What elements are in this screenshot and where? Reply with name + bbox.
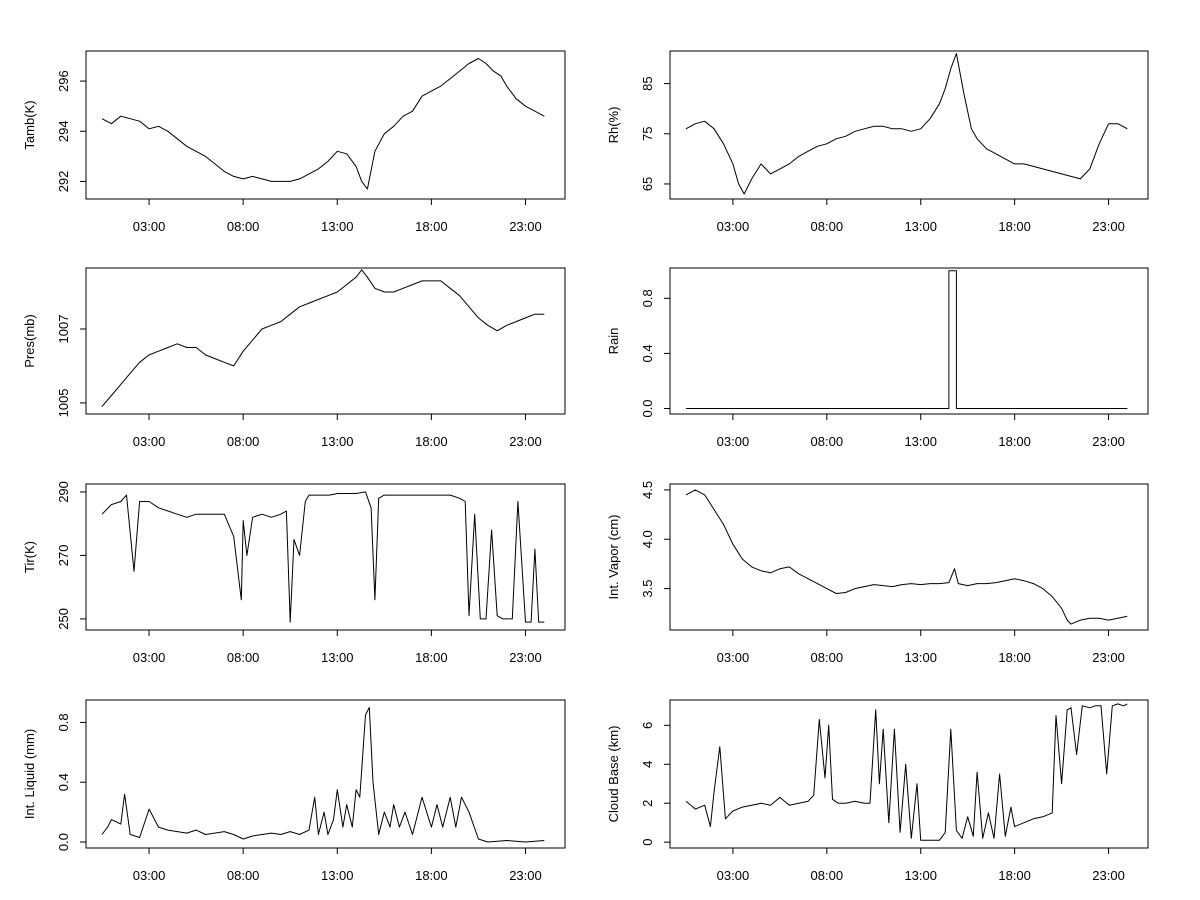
x-tick-label: 03:00 (717, 650, 750, 665)
y-tick-label: 4 (640, 761, 655, 768)
panel-2: 03:00 08:00 13:00 18:00 23:00 65 75 85 Rh(%) (606, 50, 1149, 234)
x-tick-label: 08:00 (227, 219, 260, 234)
x-tick-label: 13:00 (904, 868, 937, 883)
y-tick-label: 0.0 (56, 833, 71, 851)
series-line (685, 703, 1128, 841)
x-tick-label: 23:00 (509, 868, 542, 883)
panel-3: 03:00 08:00 13:00 18:00 23:00 1005 1007 Pres(mb… (22, 267, 566, 449)
x-tick-label: 23:00 (509, 434, 542, 449)
y-axis-label: Pres(mb) (22, 314, 37, 367)
y-tick-label: 0.4 (56, 773, 71, 791)
y-axis-label: Int. Liquid (mm) (22, 729, 37, 819)
x-tick-label: 03:00 (717, 434, 750, 449)
y-axis-label: Tir(K) (22, 541, 37, 573)
y-tick-label: 1005 (56, 388, 71, 417)
x-tick-label: 18:00 (998, 219, 1031, 234)
y-axis-label: Rain (606, 328, 621, 355)
y-tick-label: 250 (56, 608, 71, 630)
plot-frame (669, 699, 1149, 849)
x-tick-label: 23:00 (1092, 219, 1125, 234)
x-tick-label: 03:00 (133, 219, 166, 234)
x-tick-label: 03:00 (717, 868, 750, 883)
x-tick-label: 13:00 (321, 434, 354, 449)
y-tick-label: 75 (640, 127, 655, 141)
y-tick-label: 0.8 (640, 289, 655, 307)
plot-frame (85, 50, 566, 200)
x-tick-label: 13:00 (904, 219, 937, 234)
x-tick-label: 13:00 (904, 434, 937, 449)
x-tick-label: 08:00 (811, 868, 844, 883)
y-tick-label: 270 (56, 545, 71, 567)
panel-7: 03:00 08:00 13:00 18:00 23:00 0.0 0.4 0.8 Int. L… (22, 699, 566, 883)
x-tick-label: 08:00 (811, 434, 844, 449)
x-tick-label: 13:00 (904, 650, 937, 665)
y-tick-label: 290 (56, 481, 71, 503)
series-line (101, 58, 545, 190)
series-line (685, 53, 1128, 195)
y-tick-label: 85 (640, 76, 655, 90)
y-tick-label: 65 (640, 177, 655, 191)
x-tick-label: 23:00 (1092, 434, 1125, 449)
panel-6: 03:00 08:00 13:00 18:00 23:00 3.5 4.0 4.5 Int. V… (606, 481, 1149, 665)
x-tick-label: 03:00 (717, 219, 750, 234)
x-tick-label: 13:00 (321, 219, 354, 234)
x-tick-label: 13:00 (321, 868, 354, 883)
x-tick-label: 18:00 (415, 219, 448, 234)
series-line (101, 707, 545, 843)
x-tick-label: 18:00 (998, 868, 1031, 883)
x-tick-label: 18:00 (415, 650, 448, 665)
y-tick-label: 292 (56, 171, 71, 193)
y-axis-label: Cloud Base (km) (606, 726, 621, 823)
x-tick-label: 08:00 (227, 434, 260, 449)
x-tick-label: 08:00 (227, 868, 260, 883)
y-axis-label: Int. Vapor (cm) (606, 514, 621, 599)
x-tick-label: 03:00 (133, 868, 166, 883)
y-tick-label: 2 (640, 800, 655, 807)
plot-frame (85, 699, 566, 849)
y-axis-label: Rh(%) (606, 107, 621, 144)
x-tick-label: 23:00 (509, 219, 542, 234)
x-tick-label: 23:00 (1092, 868, 1125, 883)
y-tick-label: 0 (640, 839, 655, 846)
plot-frame (85, 267, 566, 415)
y-axis-label: Tamb(K) (22, 100, 37, 149)
x-tick-label: 03:00 (133, 434, 166, 449)
panel-5: 03:00 08:00 13:00 18:00 23:00 250 270 290 Tir(K) (22, 481, 566, 665)
y-tick-label: 0.8 (56, 713, 71, 731)
y-tick-label: 3.5 (640, 580, 655, 598)
x-tick-label: 18:00 (998, 434, 1031, 449)
y-tick-label: 296 (56, 70, 71, 92)
x-tick-label: 08:00 (811, 650, 844, 665)
x-tick-label: 23:00 (1092, 650, 1125, 665)
x-tick-label: 13:00 (321, 650, 354, 665)
plot-frame (85, 483, 566, 631)
panel-1: 03:00 08:00 13:00 18:00 23:00 292 294 296 Tamb(K… (22, 50, 566, 234)
y-tick-label: 4.0 (640, 530, 655, 548)
y-tick-label: 0.4 (640, 344, 655, 362)
series-line (686, 270, 1128, 409)
y-tick-label: 294 (56, 120, 71, 142)
x-tick-label: 23:00 (509, 650, 542, 665)
y-tick-label: 0.0 (640, 399, 655, 417)
x-tick-label: 08:00 (227, 650, 260, 665)
panel-8: 03:00 08:00 13:00 18:00 23:00 0 2 4 6 Cloud Base … (606, 699, 1149, 883)
plot-frame (669, 50, 1149, 200)
series-line (685, 489, 1128, 625)
plot-frame (669, 267, 1149, 415)
y-tick-label: 1007 (56, 315, 71, 344)
x-tick-label: 18:00 (415, 434, 448, 449)
y-tick-label: 6 (640, 722, 655, 729)
x-tick-label: 18:00 (998, 650, 1031, 665)
x-tick-label: 03:00 (133, 650, 166, 665)
plot-frame (669, 483, 1149, 631)
x-tick-label: 18:00 (415, 868, 448, 883)
series-line (101, 491, 545, 623)
x-tick-label: 08:00 (811, 219, 844, 234)
panel-4: 03:00 08:00 13:00 18:00 23:00 0.0 0.4 0.8 Rain (606, 267, 1149, 449)
y-tick-label: 4.5 (640, 481, 655, 499)
series-line (101, 269, 545, 407)
